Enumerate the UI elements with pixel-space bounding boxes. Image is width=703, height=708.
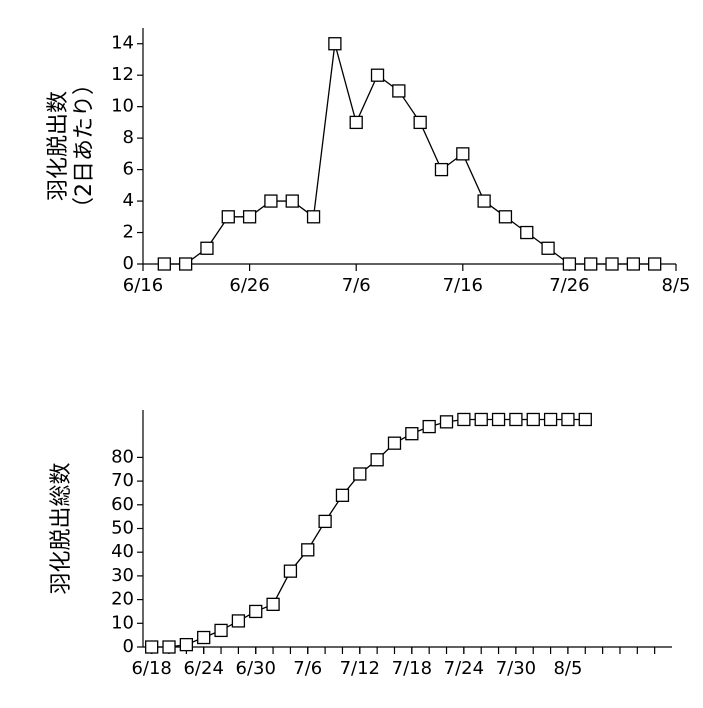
data-line bbox=[164, 43, 655, 265]
data-point bbox=[200, 241, 214, 255]
data-point bbox=[285, 194, 299, 208]
y-axis-label: （2日あたり） bbox=[72, 73, 97, 219]
y-tick-label: 0 bbox=[123, 636, 134, 657]
data-point bbox=[541, 241, 555, 255]
x-tick-label: 6/16 bbox=[123, 275, 163, 296]
data-point bbox=[387, 436, 402, 450]
data-point bbox=[242, 210, 257, 224]
data-point bbox=[301, 543, 315, 557]
data-point bbox=[543, 412, 558, 427]
data-point bbox=[197, 630, 211, 645]
data-point bbox=[264, 194, 278, 208]
y-tick-label: 60 bbox=[111, 494, 134, 515]
data-point bbox=[162, 640, 176, 654]
data-point bbox=[283, 564, 298, 578]
y-tick-label: 10 bbox=[111, 612, 134, 633]
data-point bbox=[221, 210, 235, 224]
data-point bbox=[178, 257, 193, 271]
data-point bbox=[179, 637, 194, 652]
x-tick-label: 6/24 bbox=[183, 658, 223, 679]
data-point bbox=[477, 194, 491, 208]
y-tick-label: 10 bbox=[111, 96, 134, 117]
data-point bbox=[392, 84, 406, 98]
x-tick-label: 7/16 bbox=[443, 275, 483, 296]
data-point bbox=[413, 115, 427, 130]
data-point bbox=[370, 453, 384, 467]
data-point bbox=[498, 210, 513, 224]
data-point bbox=[328, 37, 342, 51]
data-point bbox=[520, 225, 534, 240]
data-line bbox=[151, 418, 586, 648]
data-point bbox=[584, 257, 598, 271]
data-point bbox=[562, 257, 577, 271]
data-point bbox=[335, 488, 350, 502]
data-point bbox=[434, 162, 449, 177]
data-point bbox=[526, 412, 540, 427]
data-point bbox=[648, 257, 662, 271]
x-tick-label: 8/5 bbox=[662, 275, 691, 296]
y-tick-label: 50 bbox=[111, 518, 134, 539]
y-tick-label: 4 bbox=[123, 190, 134, 211]
x-tick-label: 7/6 bbox=[342, 275, 371, 296]
data-point bbox=[353, 467, 367, 481]
x-tick-label: 7/24 bbox=[444, 658, 484, 679]
data-point bbox=[249, 604, 263, 619]
data-point bbox=[605, 257, 619, 271]
data-point bbox=[561, 412, 575, 427]
data-point bbox=[474, 412, 488, 427]
data-point bbox=[157, 257, 171, 271]
data-point bbox=[491, 412, 506, 427]
y-tick-label: 0 bbox=[123, 253, 134, 274]
y-tick-label: 70 bbox=[111, 470, 134, 491]
data-point bbox=[306, 210, 321, 224]
data-point bbox=[214, 623, 228, 638]
x-tick-label: 7/12 bbox=[340, 658, 380, 679]
data-point bbox=[509, 412, 523, 427]
y-tick-label: 40 bbox=[111, 541, 134, 562]
y-axis-label: 羽化脱出数 bbox=[46, 91, 71, 201]
y-tick-label: 6 bbox=[123, 159, 134, 180]
data-point bbox=[145, 640, 159, 654]
y-tick-label: 80 bbox=[111, 446, 134, 467]
x-tick-label: 7/30 bbox=[496, 658, 536, 679]
y-tick-label: 30 bbox=[111, 565, 134, 586]
data-point bbox=[456, 147, 470, 161]
y-tick-label: 8 bbox=[123, 127, 134, 148]
x-tick-label: 6/18 bbox=[131, 658, 171, 679]
data-point bbox=[266, 597, 280, 611]
data-point bbox=[405, 427, 419, 441]
data-point bbox=[439, 415, 454, 429]
y-tick-label: 14 bbox=[111, 33, 134, 54]
data-point bbox=[457, 412, 471, 427]
y-tick-label: 20 bbox=[111, 589, 134, 610]
y-tick-label: 2 bbox=[123, 222, 134, 243]
data-point bbox=[422, 419, 436, 434]
x-tick-label: 6/26 bbox=[229, 275, 269, 296]
y-tick-label: 12 bbox=[111, 64, 134, 85]
data-point bbox=[349, 115, 363, 130]
x-tick-label: 7/18 bbox=[392, 658, 432, 679]
data-point bbox=[231, 614, 246, 628]
x-tick-label: 6/30 bbox=[236, 658, 276, 679]
x-tick-label: 7/26 bbox=[549, 275, 589, 296]
x-tick-label: 8/5 bbox=[553, 658, 582, 679]
x-tick-label: 7/6 bbox=[293, 658, 322, 679]
data-point bbox=[578, 412, 592, 427]
data-point bbox=[318, 514, 332, 529]
data-point bbox=[626, 257, 641, 271]
data-point bbox=[370, 68, 385, 82]
y-axis-label: 羽化脱出総数 bbox=[49, 462, 74, 594]
